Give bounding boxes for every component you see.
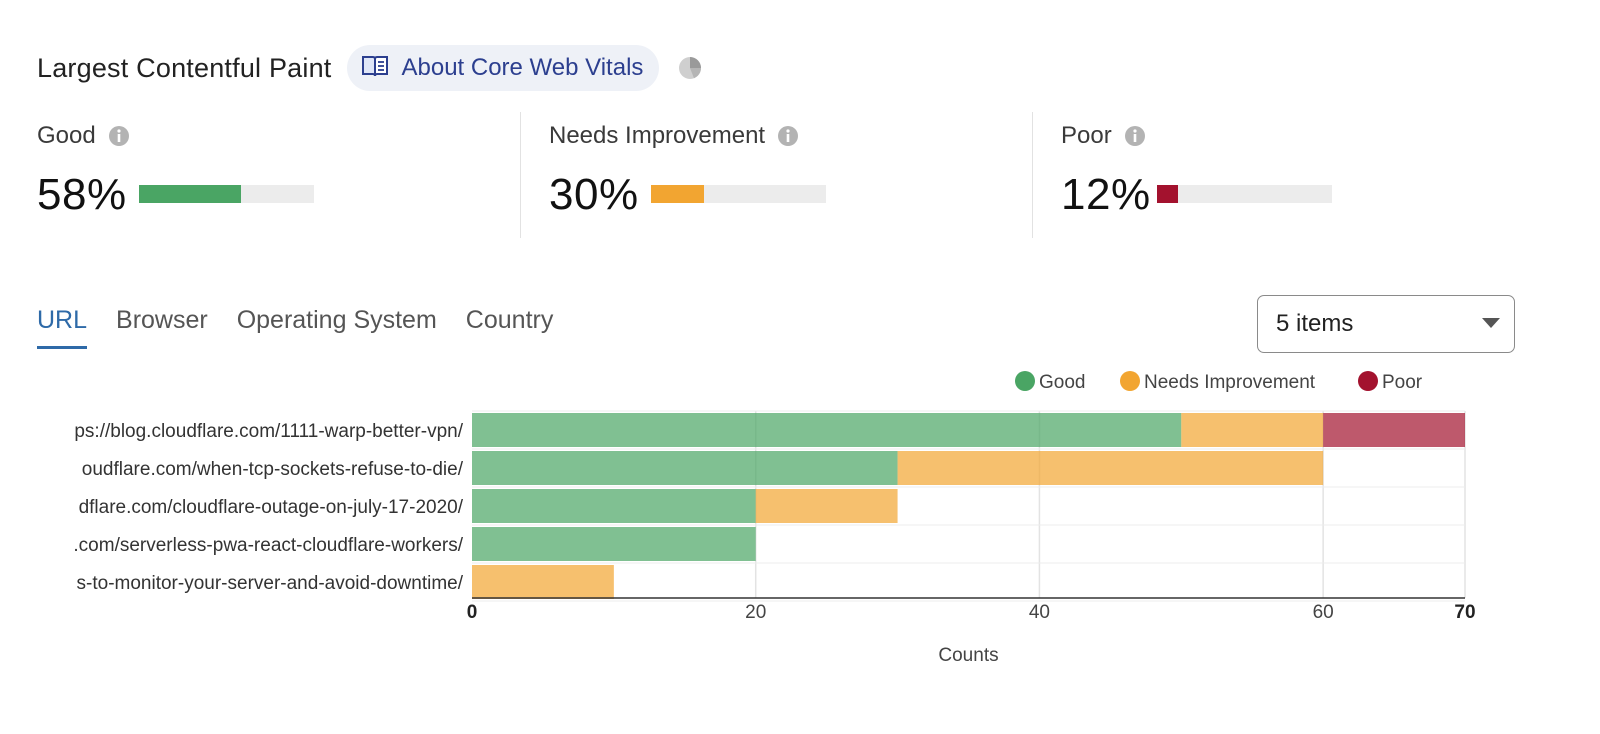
tab-country[interactable]: Country xyxy=(465,306,554,334)
category-label: ps://blog.cloudflare.com/1111-warp-bette… xyxy=(74,421,463,442)
pie-chart-icon[interactable] xyxy=(677,55,703,81)
card-header: Largest Contentful Paint About Core Web … xyxy=(37,45,703,91)
bar-segment-good xyxy=(472,451,898,485)
about-core-web-vitals-link[interactable]: About Core Web Vitals xyxy=(347,45,660,91)
progress-bar-fill xyxy=(139,185,241,203)
progress-bar-fill xyxy=(651,185,704,203)
legend-label: Poor xyxy=(1382,372,1423,393)
divider xyxy=(1032,112,1033,238)
legend-label: Needs Improvement xyxy=(1144,372,1316,393)
metric-summary: Good 58% Needs Improvement 30% Poor xyxy=(0,112,1600,238)
bar-segment-good xyxy=(472,489,756,523)
legend-label: Good xyxy=(1039,372,1085,393)
chevron-down-icon xyxy=(1482,318,1500,328)
category-label: oudflare.com/when-tcp-sockets-refuse-to-… xyxy=(82,459,464,480)
items-count-select[interactable]: 5 items xyxy=(1257,295,1515,353)
info-icon[interactable] xyxy=(777,125,799,147)
bar-segment-needs-improvement xyxy=(755,489,898,523)
select-value: 5 items xyxy=(1276,310,1354,337)
bar-segment-needs-improvement xyxy=(472,565,614,599)
bar-segment-needs-improvement xyxy=(1181,413,1324,447)
bar-segment-good xyxy=(472,527,756,561)
book-icon xyxy=(361,54,389,83)
info-icon[interactable] xyxy=(108,125,130,147)
metric-label: Good xyxy=(37,122,96,149)
metric-label: Poor xyxy=(1061,122,1112,149)
legend-marker xyxy=(1120,371,1140,391)
divider xyxy=(520,112,521,238)
stacked-bar-chart: ps://blog.cloudflare.com/1111-warp-bette… xyxy=(0,371,1476,666)
category-label: .com/serverless-pwa-react-cloudflare-wor… xyxy=(73,535,463,556)
metric-value: 30% xyxy=(549,170,639,219)
tab-browser[interactable]: Browser xyxy=(116,306,208,334)
dimension-tabs: URL Browser Operating System Country xyxy=(37,306,582,349)
x-tick-label: 70 xyxy=(1454,602,1475,623)
info-icon[interactable] xyxy=(1124,125,1146,147)
x-tick-label: 40 xyxy=(1029,602,1050,623)
x-tick-label: 60 xyxy=(1313,602,1334,623)
x-tick-label: 0 xyxy=(467,602,478,623)
category-label: s-to-monitor-your-server-and-avoid-downt… xyxy=(77,573,464,594)
bar-segment-good xyxy=(472,413,1182,447)
metric-value: 12% xyxy=(1061,170,1151,219)
x-tick-label: 20 xyxy=(745,602,766,623)
progress-bar xyxy=(139,185,314,203)
tab-url[interactable]: URL xyxy=(37,306,88,349)
progress-bar xyxy=(651,185,826,203)
about-link-label: About Core Web Vitals xyxy=(401,54,644,81)
metric-label: Needs Improvement xyxy=(549,122,766,149)
bar-segment-needs-improvement xyxy=(897,451,1324,485)
metric-value: 58% xyxy=(37,170,127,219)
legend-marker xyxy=(1358,371,1378,391)
legend-marker xyxy=(1015,371,1035,391)
progress-bar xyxy=(1157,185,1332,203)
bar-segment-poor xyxy=(1323,413,1465,447)
x-axis-title: Counts xyxy=(938,645,998,666)
page-title: Largest Contentful Paint xyxy=(37,52,332,83)
category-label: dflare.com/cloudflare-outage-on-july-17-… xyxy=(79,497,464,518)
tab-operating-system[interactable]: Operating System xyxy=(236,306,437,334)
label-clip-mask xyxy=(0,409,35,609)
progress-bar-fill xyxy=(1157,185,1178,203)
